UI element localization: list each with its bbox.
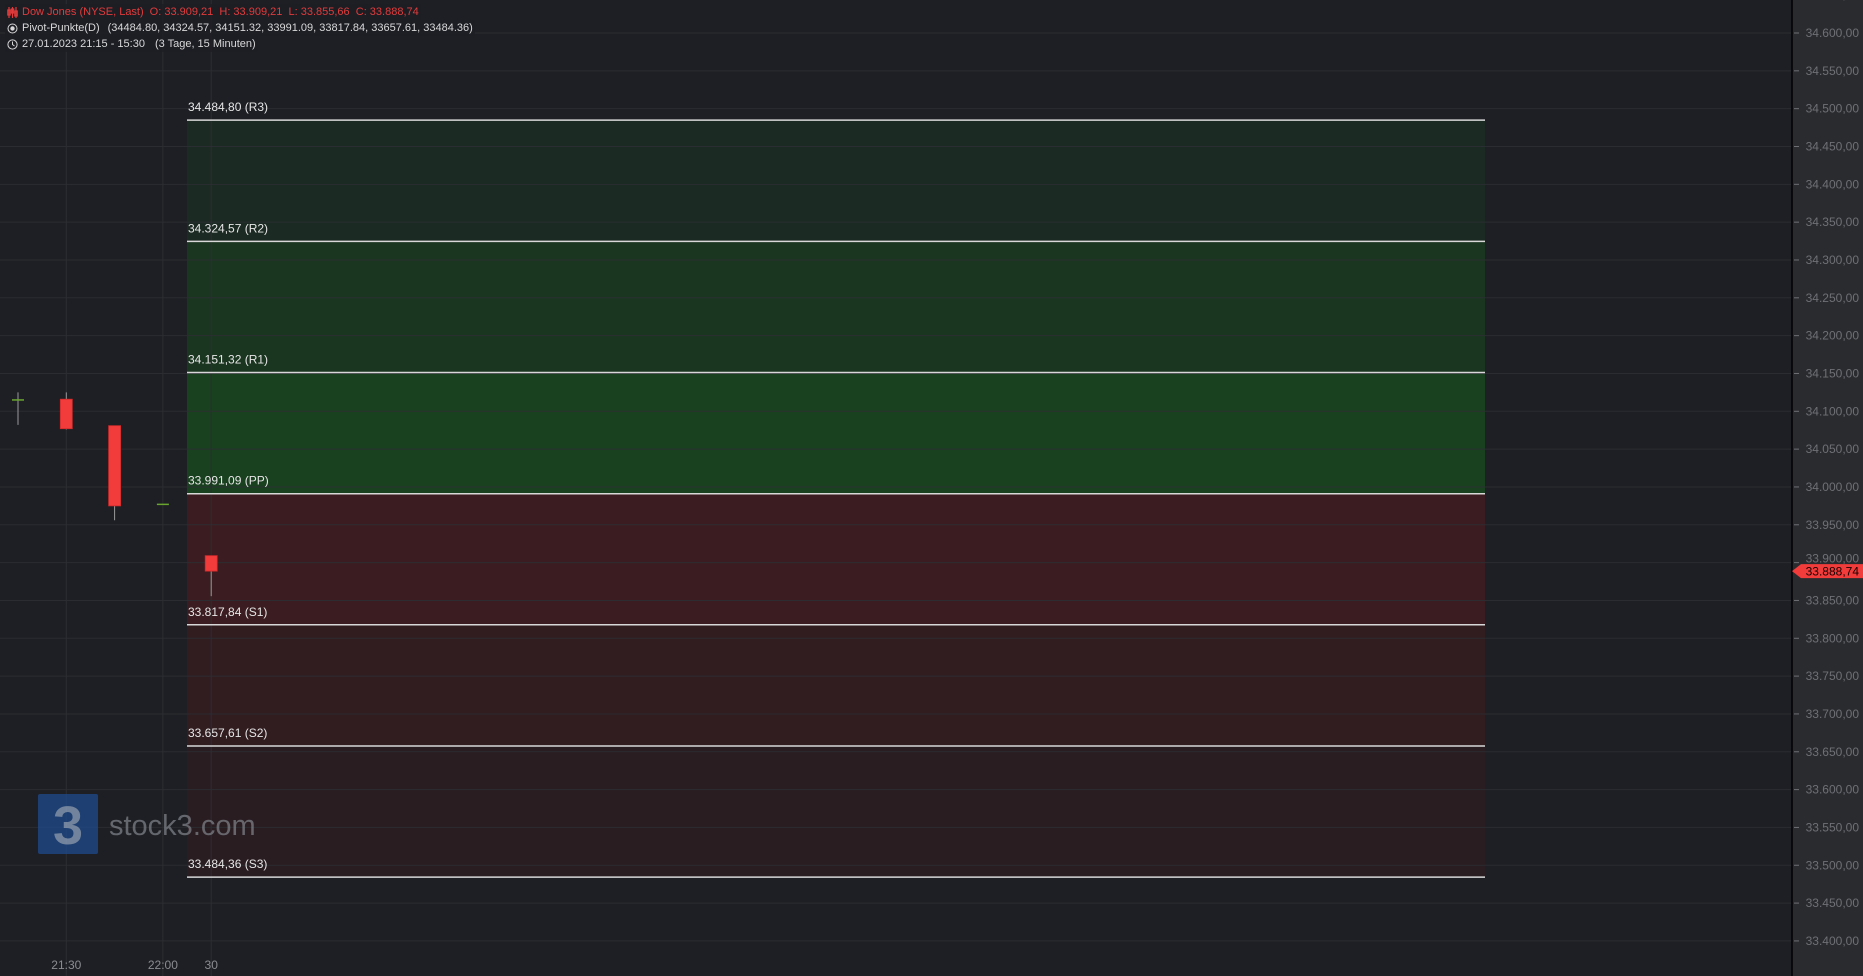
y-tick-label: 33.750,00 <box>1806 669 1860 683</box>
y-tick-label: 34.400,00 <box>1806 177 1860 191</box>
y-tick-label: 33.800,00 <box>1806 631 1860 645</box>
candlestick-icon <box>7 6 18 18</box>
pivot-zone-s1-s2 <box>187 624 1485 747</box>
pivot-label-r1: 34.151,32 (R1) <box>188 352 268 366</box>
indicator-values: (34484.80, 34324.57, 34151.32, 33991.09,… <box>107 22 473 34</box>
y-tick-label: 33.650,00 <box>1806 745 1860 759</box>
x-tick-label: 30 <box>205 958 219 972</box>
pivot-label-s1: 33.817,84 (S1) <box>188 605 267 619</box>
pivot-zone-r1-pp <box>187 372 1485 494</box>
last-price-marker <box>1792 564 1863 579</box>
y-tick-label: 34.600,00 <box>1806 26 1860 40</box>
y-tick-label: 34.150,00 <box>1806 366 1860 380</box>
instrument-name: Dow Jones (NYSE, Last) <box>22 6 144 18</box>
y-tick-label: 34.100,00 <box>1806 404 1860 418</box>
stock3-logo <box>38 794 98 854</box>
last-price-label: 33.888,74 <box>1806 565 1860 579</box>
ohlc-values: O: 33.909,21 H: 33.909,21 L: 33.855,66 C… <box>149 6 419 18</box>
y-tick-label: 34.550,00 <box>1806 64 1860 78</box>
y-tick-label: 33.900,00 <box>1806 552 1860 566</box>
y-tick-label: 34.050,00 <box>1806 442 1860 456</box>
y-tick-label: 33.550,00 <box>1806 820 1860 834</box>
period-range: 27.01.2023 21:15 - 15:30 <box>22 38 145 50</box>
pivot-zone-r3-r2 <box>187 120 1485 242</box>
y-tick-label: 34.250,00 <box>1806 291 1860 305</box>
candle-body <box>204 555 218 572</box>
indicator-name[interactable]: Pivot-Punkte(D) <box>22 22 100 34</box>
y-tick-label: 34.300,00 <box>1806 253 1860 267</box>
pivot-label-pp: 33.991,09 (PP) <box>188 474 269 488</box>
indicator-dot-icon <box>7 23 18 33</box>
stock3-logo-glyph: 3 <box>53 796 83 856</box>
pivot-label-r3: 34.484,80 (R3) <box>188 100 268 114</box>
pivot-zone-r2-r1 <box>187 241 1485 373</box>
y-tick-label: 33.850,00 <box>1806 593 1860 607</box>
y-tick-label: 34.350,00 <box>1806 215 1860 229</box>
pivot-zone-s2-s3 <box>187 746 1485 878</box>
y-tick-label: 34.000,00 <box>1806 480 1860 494</box>
y-tick-label: 34.650,00 <box>1806 0 1860 2</box>
pivot-label-s2: 33.657,61 (S2) <box>188 726 267 740</box>
y-tick-label: 34.500,00 <box>1806 102 1860 116</box>
y-tick-label: 34.200,00 <box>1806 329 1860 343</box>
pivot-zone-pp-s1 <box>187 493 1485 625</box>
y-tick-label: 33.500,00 <box>1806 858 1860 872</box>
pivot-label-s3: 33.484,36 (S3) <box>188 857 267 871</box>
candle-body <box>108 425 121 507</box>
y-tick-label: 33.450,00 <box>1806 896 1860 910</box>
y-tick-label: 33.950,00 <box>1806 518 1860 532</box>
y-tick-label: 33.600,00 <box>1806 783 1860 797</box>
pivot-label-r2: 34.324,57 (R2) <box>188 221 268 235</box>
y-tick-label: 34.450,00 <box>1806 139 1860 153</box>
watermark-text: stock3.com <box>109 810 256 842</box>
x-tick-label: 22:00 <box>148 958 178 972</box>
y-tick-label: 33.700,00 <box>1806 707 1860 721</box>
candle-body <box>59 398 73 430</box>
period-note: (3 Tage, 15 Minuten) <box>154 38 256 50</box>
clock-icon <box>7 38 18 50</box>
y-tick-label: 33.400,00 <box>1806 934 1860 948</box>
x-tick-label: 21:30 <box>51 958 81 972</box>
chart-legend: Dow Jones (NYSE, Last) O: 33.909,21 H: 3… <box>5 4 475 52</box>
price-axis[interactable] <box>1792 0 1863 976</box>
watermark: 3 stock3.com <box>38 794 256 856</box>
